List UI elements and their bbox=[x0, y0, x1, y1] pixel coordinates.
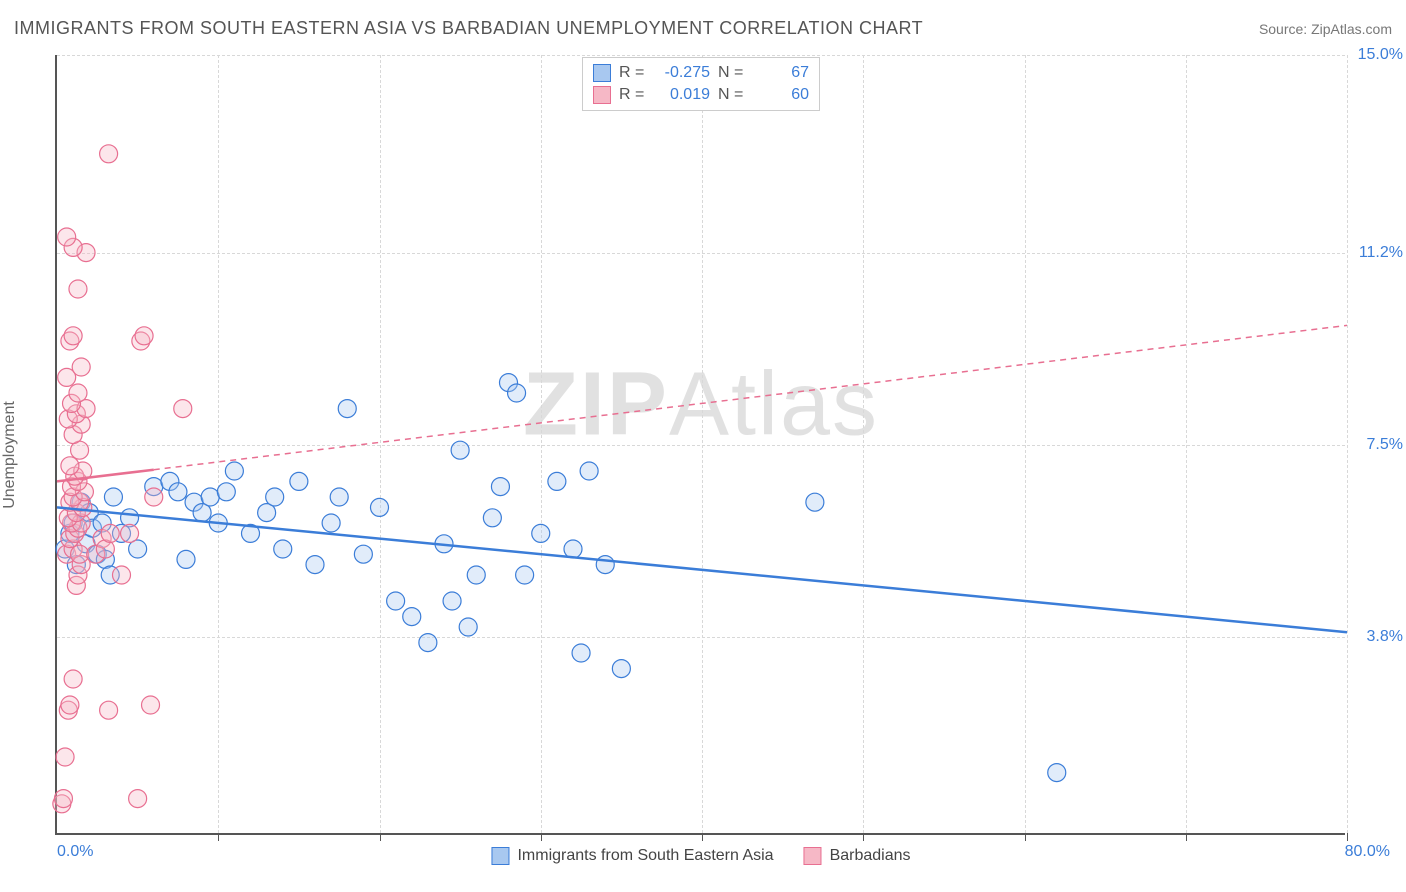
data-point bbox=[100, 701, 118, 719]
y-tick-label: 15.0% bbox=[1348, 46, 1403, 64]
data-point bbox=[56, 748, 74, 766]
y-tick-label: 7.5% bbox=[1348, 436, 1403, 454]
x-axis-max-label: 80.0% bbox=[1345, 843, 1390, 861]
stat-n-immigrants: 67 bbox=[754, 64, 809, 82]
data-point bbox=[101, 524, 119, 542]
header: IMMIGRANTS FROM SOUTH EASTERN ASIA VS BA… bbox=[14, 18, 1392, 39]
data-point bbox=[129, 790, 147, 808]
stat-n-label: N = bbox=[718, 64, 746, 82]
data-point bbox=[572, 644, 590, 662]
plot-area: ZIPAtlas 3.8%7.5%11.2%15.0% R = -0.275 N… bbox=[55, 55, 1345, 835]
data-point bbox=[274, 540, 292, 558]
data-point bbox=[61, 457, 79, 475]
swatch-immigrants bbox=[593, 64, 611, 82]
data-point bbox=[612, 660, 630, 678]
legend-label-barbadians: Barbadians bbox=[830, 847, 911, 865]
data-point bbox=[459, 618, 477, 636]
legend-item-barbadians: Barbadians bbox=[804, 847, 911, 865]
data-point bbox=[290, 472, 308, 490]
data-point bbox=[1048, 764, 1066, 782]
regression-line-immigrants bbox=[57, 507, 1347, 632]
source-credit: Source: ZipAtlas.com bbox=[1259, 21, 1392, 37]
data-point bbox=[580, 462, 598, 480]
data-point bbox=[64, 327, 82, 345]
regression-line-barbadians-dashed bbox=[154, 325, 1347, 469]
data-point bbox=[491, 478, 509, 496]
data-point bbox=[71, 545, 89, 563]
data-point bbox=[451, 441, 469, 459]
data-point bbox=[201, 488, 219, 506]
data-point bbox=[100, 145, 118, 163]
data-point bbox=[354, 545, 372, 563]
data-point bbox=[177, 550, 195, 568]
data-point bbox=[69, 280, 87, 298]
series-legend: Immigrants from South Eastern Asia Barba… bbox=[491, 847, 910, 865]
data-point bbox=[64, 670, 82, 688]
data-point bbox=[322, 514, 340, 532]
data-point bbox=[61, 696, 79, 714]
data-point bbox=[508, 384, 526, 402]
data-point bbox=[564, 540, 582, 558]
data-point bbox=[135, 327, 153, 345]
data-point bbox=[467, 566, 485, 584]
legend-swatch-immigrants bbox=[491, 847, 509, 865]
data-point bbox=[69, 384, 87, 402]
stat-row-immigrants: R = -0.275 N = 67 bbox=[593, 62, 809, 84]
legend-item-immigrants: Immigrants from South Eastern Asia bbox=[491, 847, 773, 865]
data-point bbox=[806, 493, 824, 511]
data-point bbox=[403, 608, 421, 626]
data-point bbox=[596, 556, 614, 574]
data-point bbox=[58, 228, 76, 246]
data-point bbox=[266, 488, 284, 506]
data-point bbox=[225, 462, 243, 480]
legend-swatch-barbadians bbox=[804, 847, 822, 865]
data-point bbox=[532, 524, 550, 542]
data-point bbox=[121, 524, 139, 542]
data-point bbox=[516, 566, 534, 584]
chart-canvas bbox=[57, 55, 1345, 833]
data-point bbox=[548, 472, 566, 490]
x-axis-min-label: 0.0% bbox=[57, 843, 93, 861]
data-point bbox=[72, 358, 90, 376]
stat-r-immigrants: -0.275 bbox=[655, 64, 710, 82]
y-tick-label: 11.2% bbox=[1348, 244, 1403, 262]
legend-label-immigrants: Immigrants from South Eastern Asia bbox=[517, 847, 773, 865]
data-point bbox=[483, 509, 501, 527]
data-point bbox=[387, 592, 405, 610]
stat-r-barbadians: 0.019 bbox=[655, 86, 710, 104]
data-point bbox=[330, 488, 348, 506]
data-point bbox=[443, 592, 461, 610]
data-point bbox=[145, 488, 163, 506]
y-axis-label: Unemployment bbox=[1, 401, 19, 509]
stat-r-label-2: R = bbox=[619, 86, 647, 104]
data-point bbox=[113, 566, 131, 584]
data-point bbox=[306, 556, 324, 574]
data-point bbox=[174, 400, 192, 418]
data-point bbox=[371, 498, 389, 516]
y-tick-label: 3.8% bbox=[1348, 628, 1403, 646]
data-point bbox=[169, 483, 187, 501]
chart-title: IMMIGRANTS FROM SOUTH EASTERN ASIA VS BA… bbox=[14, 18, 923, 39]
data-point bbox=[142, 696, 160, 714]
data-point bbox=[54, 790, 72, 808]
data-point bbox=[338, 400, 356, 418]
data-point bbox=[104, 488, 122, 506]
stat-row-barbadians: R = 0.019 N = 60 bbox=[593, 84, 809, 106]
stat-n-label-2: N = bbox=[718, 86, 746, 104]
swatch-barbadians bbox=[593, 86, 611, 104]
stat-r-label: R = bbox=[619, 64, 647, 82]
stat-n-barbadians: 60 bbox=[754, 86, 809, 104]
data-point bbox=[217, 483, 235, 501]
data-point bbox=[419, 634, 437, 652]
stat-legend: R = -0.275 N = 67 R = 0.019 N = 60 bbox=[582, 57, 820, 111]
